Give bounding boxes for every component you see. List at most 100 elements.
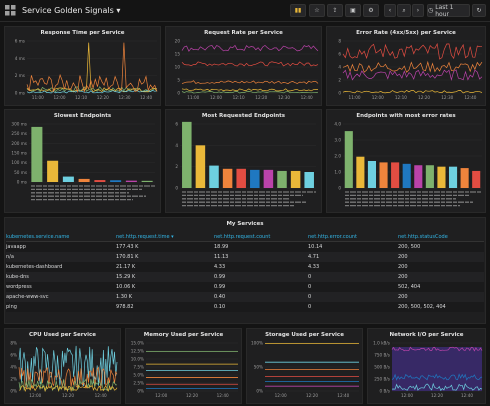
cpu-graph[interactable]: 8% 6% 4% 2% 0% 12:00 12:20 12:40 <box>5 329 122 405</box>
bar <box>472 170 481 188</box>
y-tick-label: 2 <box>175 164 178 169</box>
x-tick-label: 12:20 <box>431 393 443 398</box>
request-rate-panel: Request Rate per Service 20 15 10 5 0 11:00 12… <box>165 26 322 106</box>
y-tick-label: 150 ms <box>11 151 27 156</box>
bar <box>125 180 137 182</box>
table-cell: ping <box>6 304 17 310</box>
error-rate-graph[interactable]: 8 6 4 2 0 11:00 12:00 12:10 12:20 12:30 12:40 <box>327 27 487 107</box>
table-cell: 200 <box>398 294 408 300</box>
column-header[interactable]: kubernetes.service.name <box>6 234 70 240</box>
bar <box>391 162 400 188</box>
y-tick-label: 7.5% <box>133 365 144 370</box>
y-tick-label: 500 B/s <box>374 365 390 370</box>
y-tick-label: 6 <box>175 122 178 127</box>
add-panel-button[interactable]: ▮▮ <box>290 4 306 17</box>
response-time-graph[interactable]: 6 ms 4 ms 2 ms 0 ms 11:00 12:00 12:10 12:20 12:3… <box>5 27 162 107</box>
storage-graph[interactable]: 100% 50% 0% 12:00 12:20 12:40 <box>247 329 364 405</box>
table-row[interactable]: ping 978.82 0.10 0 200, 500, 502, 404 <box>6 302 484 312</box>
panel-title: Storage Used per Service <box>265 332 344 338</box>
y-tick-label: 10 <box>175 65 181 70</box>
table-cell: 1.30 K <box>116 294 133 300</box>
table-row[interactable]: wordpress 10.06 K 0.99 0 502, 404 <box>6 282 484 292</box>
time-range-picker[interactable]: ◷ Last 1 hour <box>427 4 470 18</box>
table-row[interactable]: kubernetes-dashboard 21.17 K 4.33 4.33 200 <box>6 262 484 272</box>
table-row[interactable]: javaapp 177.43 K 18.99 10.14 200, 500 <box>6 242 484 252</box>
x-tick-label: 12:10 <box>395 95 407 100</box>
y-tick-label: 8% <box>10 341 17 346</box>
x-tick-label: 12:10 <box>233 95 245 100</box>
column-header[interactable]: net.http.request.time ▾ <box>116 234 174 240</box>
network-graph[interactable]: 1.0 kB/s 750 B/s 500 B/s 250 B/s 0 B/s 12:00 1… <box>368 329 487 405</box>
x-tick-label: 12:00 <box>155 393 167 398</box>
slowest-endpoints-chart[interactable]: 300 ms 250 ms 200 ms 150 ms 100 ms 50 ms 0 ms <box>5 110 162 214</box>
y-tick-label: 20 <box>175 39 181 44</box>
slowest-endpoints-panel: Slowest Endpoints 300 ms 250 ms 200 ms 150 … <box>4 109 161 213</box>
save-button[interactable]: ▣ <box>345 4 361 17</box>
x-tick-label: 12:20 <box>186 393 198 398</box>
star-button[interactable]: ☆ <box>309 4 325 17</box>
table-cell: 200, 500 <box>398 244 421 250</box>
table-row[interactable]: apache-www-svc 1.30 K 0.40 0 200 <box>6 292 484 302</box>
y-tick-label: 12.5% <box>131 349 144 354</box>
settings-button[interactable]: ⚙ <box>363 4 379 17</box>
panel-title: Error Rate (4xx/5xx) per Service <box>356 30 456 36</box>
y-tick-label: 0 <box>177 91 180 96</box>
y-tick-label: 200 ms <box>11 141 27 146</box>
network-line <box>391 382 483 392</box>
bar <box>356 156 365 188</box>
table-row[interactable]: n/a 170.81 K 11.13 4.71 200 <box>6 252 484 262</box>
y-tick-label: 10.0% <box>131 357 144 362</box>
most-requested-panel: Most Requested Endpoints 6 4 2 0 <box>165 109 322 213</box>
panel-title: Endpoints with most error rates <box>356 113 456 119</box>
network-line <box>391 346 483 352</box>
column-header[interactable]: net.http.request.count <box>214 234 271 240</box>
zoom-out-button[interactable]: ⌕ <box>397 4 411 17</box>
dashboard-title[interactable]: Service Golden Signals ▾ <box>22 6 121 15</box>
y-tick-label: 4 <box>338 65 341 70</box>
panel-title: Slowest Endpoints <box>53 113 112 119</box>
y-tick-label: 2 <box>338 78 341 83</box>
table-cell: 11.13 <box>214 254 229 260</box>
y-tick-label: 0 <box>175 186 178 191</box>
refresh-icon: ↻ <box>476 7 482 14</box>
table-cell: 200 <box>398 274 408 280</box>
table-cell: javaapp <box>6 244 26 250</box>
y-tick-label: 4.0 <box>334 122 341 127</box>
refresh-button[interactable]: ↻ <box>472 4 486 17</box>
javaapp-line <box>342 42 483 60</box>
y-tick-label: 100 ms <box>11 160 27 165</box>
ping-line <box>181 91 319 94</box>
most-requested-chart[interactable]: 6 4 2 0 <box>166 110 323 214</box>
share-button[interactable]: ⇪ <box>327 4 343 17</box>
na-line <box>181 61 319 67</box>
time-forward-button[interactable]: › <box>412 4 424 17</box>
y-tick-label: 0% <box>137 389 144 394</box>
memory-graph[interactable]: 15.0% 12.5% 10.0% 7.5% 5.0% 2.5% 0% 12:00 12:20 1… <box>126 329 243 405</box>
settings-icon: ⚙ <box>368 7 374 14</box>
table-header: kubernetes.service.name net.http.request… <box>6 232 484 242</box>
wordpress-line <box>26 42 158 93</box>
x-tick-label: 12:40 <box>217 393 229 398</box>
y-tick-label: 2 ms <box>15 73 25 78</box>
column-header[interactable]: net.http.statusCode <box>398 234 448 240</box>
y-tick-label: 1.0 kB/s <box>373 341 390 346</box>
table-cell: apache-www-svc <box>6 294 49 300</box>
wordpress-line <box>18 366 118 390</box>
bar <box>236 168 246 188</box>
apps-icon[interactable] <box>5 5 16 16</box>
request-rate-graph[interactable]: 20 15 10 5 0 11:00 12:00 12:10 12:20 12:30 12:40 <box>166 27 323 107</box>
bar <box>402 163 411 188</box>
y-tick-label: 50 ms <box>14 170 27 175</box>
table-cell: 15.29 K <box>116 274 136 280</box>
javaapp-line <box>181 44 319 52</box>
x-tick-label: 11:00 <box>349 95 361 100</box>
column-header[interactable]: net.http.error.count <box>308 234 357 240</box>
most-errors-chart[interactable]: 4.0 3.0 2.0 1.0 0 <box>327 110 487 214</box>
y-tick-label: 3.0 <box>334 138 341 143</box>
response-time-panel: Response Time per Service 6 ms 4 ms 2 ms 0 … <box>4 26 161 106</box>
table-cell: 502, 404 <box>398 284 421 290</box>
table-row[interactable]: kube-dns 15.29 K 0.99 0 200 <box>6 272 484 282</box>
time-back-button[interactable]: ‹ <box>384 4 396 17</box>
panel-title: Network I/O per Service <box>389 332 464 338</box>
bar <box>379 162 388 188</box>
